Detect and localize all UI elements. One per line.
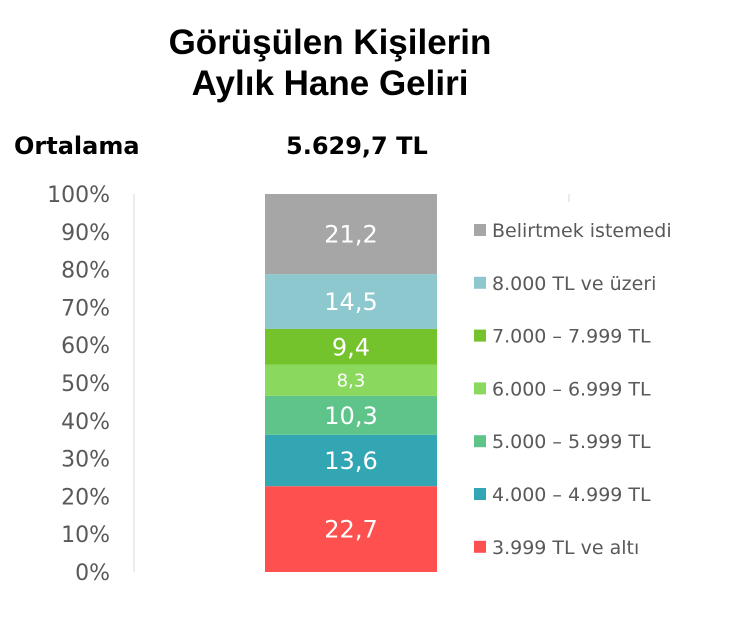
stacked-bar: 22,7 13,6 10,3 8,3 9,4 14,5 21,2 — [265, 194, 437, 572]
legend-label: 8.000 TL ve üzeri — [492, 273, 656, 295]
legend-label: 4.000 – 4.999 TL — [492, 484, 651, 506]
y-tick-label: 10% — [61, 523, 110, 548]
y-tick-label: 30% — [61, 448, 110, 473]
legend-label: Belirtmek istemedi — [492, 220, 672, 242]
legend-swatch — [474, 382, 486, 395]
data-label: 9,4 — [332, 333, 370, 361]
legend-label: 6.000 – 6.999 TL — [492, 378, 651, 400]
bar-segment — [265, 364, 437, 396]
y-tick-label: 40% — [61, 410, 110, 435]
y-tick-label: 70% — [61, 296, 110, 321]
average-label: Ortalama — [14, 132, 140, 160]
legend-swatch — [474, 329, 486, 342]
bar-segment — [265, 328, 437, 365]
y-tick-label: 60% — [61, 334, 110, 359]
legend-swatch — [474, 276, 486, 289]
data-label: 21,2 — [324, 221, 377, 249]
legend-swatch — [474, 540, 486, 553]
chart-title-line-2: Aylık Hane Geliri — [191, 64, 469, 103]
average-value: 5.629,7 TL — [286, 132, 428, 160]
y-tick-label: 0% — [75, 561, 110, 586]
y-tick-label: 50% — [61, 372, 110, 397]
bar-segment — [265, 395, 437, 435]
data-label: 22,7 — [324, 516, 377, 544]
chart-title: Görüşülen Kişilerin Aylık Hane Geliri — [0, 22, 660, 104]
legend-swatch — [474, 224, 486, 236]
legend-swatch — [474, 435, 486, 448]
data-label: 13,6 — [324, 447, 377, 475]
data-label: 14,5 — [324, 288, 377, 316]
chart-title-line-1: Görüşülen Kişilerin — [168, 23, 492, 62]
legend-label: 7.000 – 7.999 TL — [492, 326, 651, 348]
y-tick-label: 80% — [61, 259, 110, 284]
y-tick-label: 90% — [61, 221, 110, 246]
y-tick-label: 100% — [47, 183, 110, 208]
legend: Belirtmek istemedi 8.000 TL ve üzeri 7.000… — [474, 220, 672, 559]
bar-segment — [265, 434, 437, 487]
bar-segment — [265, 274, 437, 329]
data-label: 10,3 — [324, 402, 377, 430]
legend-label: 5.000 – 5.999 TL — [492, 431, 651, 453]
data-label: 8,3 — [337, 371, 366, 392]
bar-segment — [265, 194, 437, 275]
bar-segment — [265, 486, 437, 572]
legend-swatch — [474, 488, 486, 500]
y-axis: 0% 10% 20% 30% 40% 50% 60% 70% 80% 90% 100% — [47, 183, 570, 586]
legend-label: 3.999 TL ve altı — [492, 537, 639, 559]
y-tick-label: 20% — [61, 485, 110, 510]
